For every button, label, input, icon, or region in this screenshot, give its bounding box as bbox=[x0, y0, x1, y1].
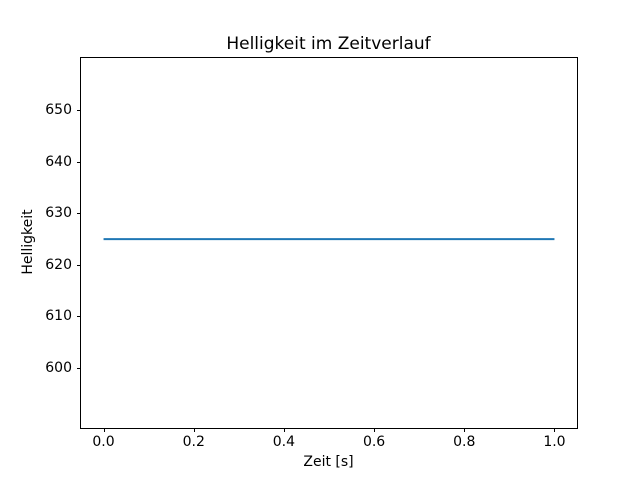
x-tick-label: 0.2 bbox=[182, 434, 205, 450]
plot-canvas bbox=[103, 238, 555, 241]
x-axis-label: Zeit [s] bbox=[303, 454, 354, 470]
x-tick-label: 0.8 bbox=[453, 434, 476, 450]
x-tick-label: 0.0 bbox=[92, 434, 115, 450]
y-tick-label: 600 bbox=[45, 359, 72, 376]
y-tick-mark bbox=[77, 367, 81, 369]
plot-area: 0.0 0.2 0.4 0.6 0.8 1.0 600 610 620 630 640 650 bbox=[45, 57, 578, 450]
y-tick-label: 620 bbox=[45, 256, 72, 273]
y-tick-label: 630 bbox=[45, 205, 72, 222]
y-tick-mark bbox=[77, 110, 81, 112]
y-tick-mark bbox=[77, 316, 81, 318]
y-tick-label: 640 bbox=[45, 153, 72, 170]
y-axis-label: Helligkeit bbox=[20, 209, 36, 275]
x-tick-mark bbox=[554, 428, 556, 432]
y-tick-label: 650 bbox=[45, 102, 72, 119]
x-tick-mark bbox=[193, 428, 195, 432]
y-tick-label: 610 bbox=[45, 308, 72, 325]
x-tick-label: 0.4 bbox=[272, 434, 296, 450]
x-tick-mark bbox=[283, 428, 285, 432]
x-tick-mark bbox=[464, 428, 466, 432]
x-tick-mark bbox=[374, 428, 376, 432]
y-tick-mark bbox=[77, 264, 81, 266]
x-tick-mark bbox=[103, 428, 105, 432]
y-tick-mark bbox=[77, 161, 81, 163]
x-tick-label: 1.0 bbox=[543, 434, 566, 450]
chart-title: Helligkeit im Zeitverlauf bbox=[226, 34, 431, 54]
y-tick-mark bbox=[77, 213, 81, 215]
x-tick-label: 0.6 bbox=[362, 434, 386, 450]
